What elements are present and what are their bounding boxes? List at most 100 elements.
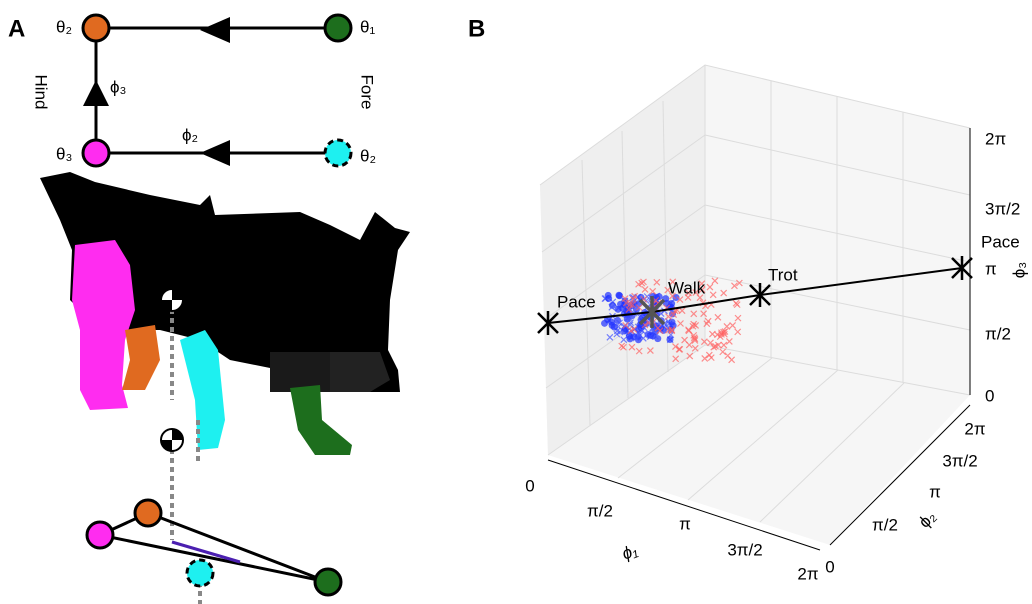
point	[664, 286, 672, 294]
annotation: Walk	[668, 278, 706, 297]
tick-label: 2π	[985, 129, 1006, 148]
point	[666, 335, 674, 343]
annotation: Pace	[981, 232, 1020, 251]
point	[705, 351, 713, 359]
dog-silhouette	[40, 172, 410, 462]
point	[712, 342, 719, 350]
point	[625, 306, 633, 313]
point	[691, 344, 699, 352]
node-label: θ₃	[56, 144, 72, 163]
point	[620, 336, 628, 344]
point	[629, 295, 637, 303]
node-label: θ₂	[56, 17, 72, 36]
point	[692, 321, 700, 329]
point	[610, 323, 618, 331]
point	[708, 330, 716, 338]
node-label: θ₂	[360, 146, 376, 165]
gait-line	[537, 256, 973, 335]
annotation: Pace	[557, 292, 596, 311]
point	[606, 333, 614, 341]
point	[626, 301, 634, 308]
point	[690, 310, 698, 318]
point	[646, 347, 654, 354]
point	[685, 326, 692, 334]
point	[704, 317, 712, 325]
point	[669, 278, 677, 286]
point	[723, 322, 731, 330]
point	[637, 293, 645, 301]
point	[616, 292, 624, 300]
point	[608, 301, 616, 309]
point	[656, 327, 664, 335]
tick-label: 0	[985, 386, 994, 405]
node	[81, 13, 111, 43]
axis-label: ϕ₁	[619, 541, 639, 564]
point	[622, 299, 630, 307]
point	[701, 355, 709, 362]
point	[735, 279, 743, 287]
node	[81, 138, 111, 168]
arrow	[200, 17, 230, 43]
point	[672, 294, 680, 302]
axes-box	[539, 64, 971, 551]
tick-label: 3π/2	[727, 540, 762, 559]
point	[707, 339, 714, 347]
point	[628, 343, 636, 351]
point	[698, 280, 706, 288]
panel-label: B	[468, 15, 485, 42]
tick-label: π	[679, 514, 691, 533]
point	[696, 294, 704, 302]
point	[698, 286, 706, 294]
tick-label: π/2	[985, 324, 1011, 343]
panel-label: A	[8, 15, 25, 42]
point	[635, 304, 643, 311]
point	[710, 343, 718, 351]
point	[692, 289, 700, 296]
point	[649, 287, 657, 295]
point	[668, 318, 676, 326]
point	[720, 341, 728, 349]
tick-label: π/2	[587, 501, 613, 520]
point	[686, 352, 694, 360]
annotation: Trot	[768, 265, 798, 284]
point	[716, 333, 724, 341]
tick-label: 0	[525, 476, 534, 495]
edge-label: ϕ₃	[110, 77, 126, 96]
arrow	[83, 80, 109, 106]
point	[731, 282, 738, 290]
point	[734, 314, 742, 322]
edge-label: ϕ₂	[182, 125, 198, 144]
point	[728, 356, 736, 364]
point	[635, 347, 643, 355]
point	[719, 348, 727, 356]
point	[720, 328, 727, 336]
point	[622, 321, 630, 329]
point	[618, 342, 626, 350]
point	[720, 289, 728, 297]
point	[681, 336, 689, 344]
point	[638, 279, 646, 287]
support-diagram	[85, 428, 343, 604]
point	[617, 300, 625, 308]
point	[672, 343, 679, 351]
side-label: Fore	[358, 75, 377, 110]
point	[734, 328, 742, 336]
arrow	[200, 140, 230, 166]
point	[676, 296, 684, 304]
point	[669, 292, 676, 300]
point	[665, 313, 672, 321]
tick-label: 0	[825, 557, 834, 576]
node	[323, 13, 353, 43]
point	[711, 277, 719, 285]
point	[626, 335, 634, 343]
node	[323, 138, 353, 168]
tick-label: π/2	[872, 515, 898, 534]
tick-label: 2π	[797, 564, 818, 583]
point	[601, 319, 609, 327]
node-label: θ₁	[360, 17, 375, 36]
point	[700, 338, 708, 346]
point	[653, 278, 661, 286]
point	[665, 326, 672, 334]
